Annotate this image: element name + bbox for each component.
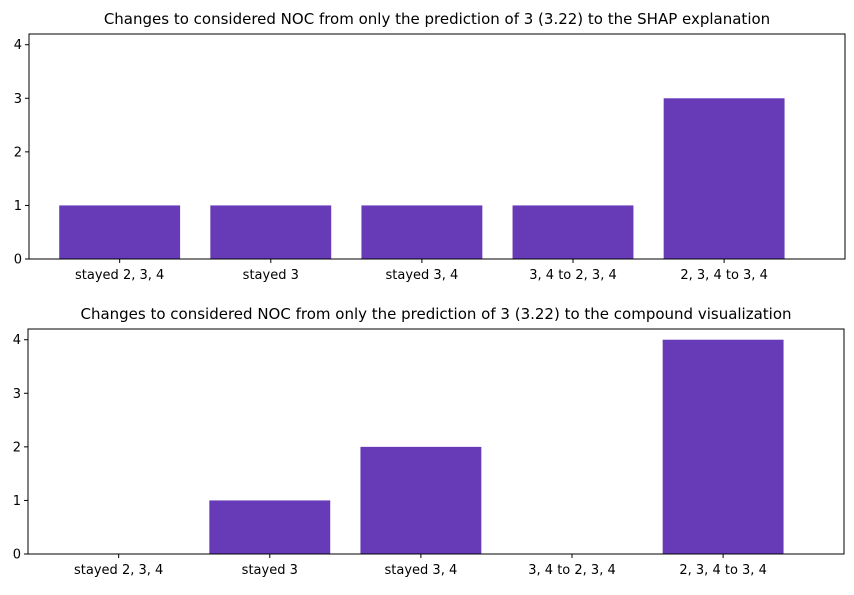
y-tick-label: 0 (13, 548, 21, 563)
y-tick-label: 4 (14, 38, 22, 53)
x-tick-label: stayed 3, 4 (386, 268, 459, 283)
bar (59, 205, 181, 259)
y-tick-label: 2 (14, 145, 22, 160)
y-tick-label: 3 (13, 387, 21, 402)
bar (663, 98, 785, 260)
bar (361, 205, 483, 259)
x-tick-label: stayed 3, 4 (385, 563, 458, 578)
axes-frame (28, 33, 846, 260)
chart-shap-explanation: Changes to considered NOC from only the … (14, 10, 846, 283)
bar (360, 446, 482, 554)
x-tick-label: stayed 3 (242, 563, 298, 578)
bar (662, 339, 784, 554)
chart-title: Changes to considered NOC from only the … (104, 10, 770, 28)
chart-compound-visualization: Changes to considered NOC from only the … (13, 305, 845, 578)
y-tick-label: 1 (13, 494, 21, 509)
bar (210, 205, 332, 259)
x-tick-label: 2, 3, 4 to 3, 4 (680, 268, 767, 283)
chart-title: Changes to considered NOC from only the … (80, 305, 791, 323)
x-tick-label: 3, 4 to 2, 3, 4 (529, 268, 616, 283)
y-tick-label: 0 (14, 253, 22, 268)
bar (512, 205, 634, 259)
x-tick-label: 2, 3, 4 to 3, 4 (679, 563, 766, 578)
x-tick-label: stayed 3 (243, 268, 299, 283)
y-tick-label: 3 (14, 92, 22, 107)
y-tick-label: 1 (14, 199, 22, 214)
bar (209, 500, 331, 554)
x-tick-label: 3, 4 to 2, 3, 4 (528, 563, 615, 578)
x-tick-label: stayed 2, 3, 4 (74, 563, 163, 578)
y-tick-label: 4 (13, 333, 21, 348)
y-tick-label: 2 (13, 440, 21, 455)
x-tick-label: stayed 2, 3, 4 (75, 268, 164, 283)
axes-frame (27, 328, 845, 555)
